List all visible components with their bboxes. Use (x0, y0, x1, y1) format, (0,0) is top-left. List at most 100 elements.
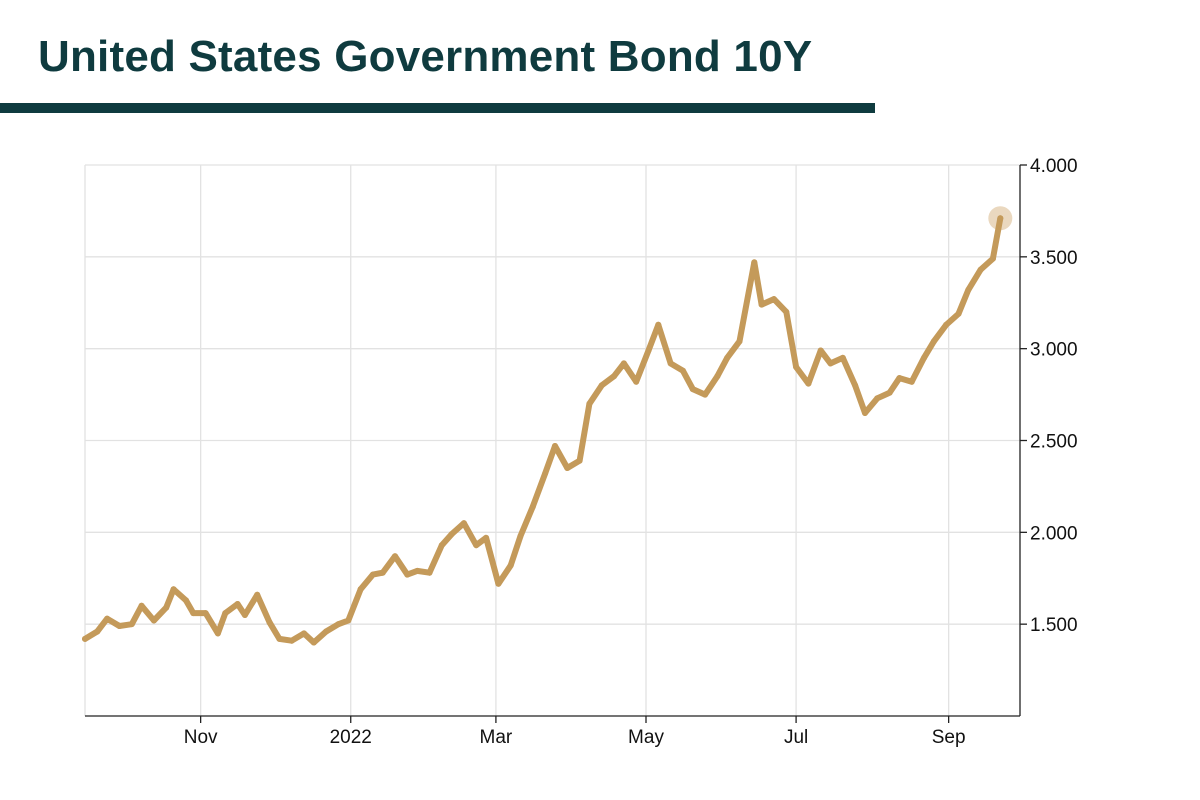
data-point (645, 347, 652, 354)
data-point (852, 382, 859, 389)
data-point (460, 520, 467, 527)
data-point (288, 637, 295, 644)
data-point (163, 604, 170, 611)
data-point (150, 617, 157, 624)
data-point (989, 255, 996, 262)
y-tick-label: 1.500 (1030, 615, 1078, 636)
data-point (586, 400, 593, 407)
data-point (517, 533, 524, 540)
data-point (921, 354, 928, 361)
data-point (369, 571, 376, 578)
data-point (551, 443, 558, 450)
data-point (138, 602, 145, 609)
data-point (392, 553, 399, 560)
data-point (689, 386, 696, 393)
data-point (702, 391, 709, 398)
data-point (598, 382, 605, 389)
data-point (266, 619, 273, 626)
data-point (323, 628, 330, 635)
data-point (805, 380, 812, 387)
data-point (874, 395, 881, 402)
data-point (770, 296, 777, 303)
data-point (667, 360, 674, 367)
series-line (82, 215, 1004, 646)
data-point (817, 347, 824, 354)
x-tick-label: May (628, 727, 664, 748)
data-point (542, 470, 549, 477)
x-axis-ticks: Nov 2022 Mar May Jul Sep (184, 716, 966, 748)
data-point (955, 310, 962, 317)
data-point (633, 378, 640, 385)
data-point (357, 586, 364, 593)
x-tick-label: Mar (480, 727, 513, 748)
y-tick-label: 2.000 (1030, 523, 1078, 544)
data-point (977, 266, 984, 273)
data-point (896, 375, 903, 382)
data-point (116, 623, 123, 630)
data-point (473, 542, 480, 549)
data-point (655, 321, 662, 328)
data-point (438, 542, 445, 549)
data-point (448, 531, 455, 538)
data-point (254, 591, 261, 598)
data-points (82, 215, 1004, 646)
data-point (128, 621, 135, 628)
x-tick-label: Jul (784, 727, 808, 748)
grid-lines (84, 164, 1020, 716)
data-point (170, 586, 177, 593)
data-point (507, 562, 514, 569)
data-point (751, 259, 758, 266)
data-point (202, 610, 209, 617)
x-tick-label: Sep (932, 727, 966, 748)
data-point (827, 360, 834, 367)
data-point (345, 617, 352, 624)
data-point (930, 338, 937, 345)
data-point (182, 597, 189, 604)
x-tick-label: 2022 (330, 727, 372, 748)
y-tick-label: 2.500 (1030, 432, 1078, 453)
y-tick-label: 4.000 (1030, 156, 1078, 177)
data-point (104, 615, 111, 622)
data-point (886, 389, 893, 396)
data-point (222, 610, 229, 617)
data-point (564, 465, 571, 472)
data-point (724, 354, 731, 361)
data-point (529, 503, 536, 510)
data-point (190, 610, 197, 617)
data-point (94, 628, 101, 635)
data-point (861, 409, 868, 416)
data-point (965, 286, 972, 293)
data-point (620, 360, 627, 367)
title-underline (0, 103, 875, 113)
data-point (997, 215, 1004, 222)
data-point (414, 567, 421, 574)
y-tick-label: 3.500 (1030, 248, 1078, 269)
data-point (335, 621, 342, 628)
data-point (839, 354, 846, 361)
data-point (758, 301, 765, 308)
data-point (943, 321, 950, 328)
data-point (82, 635, 88, 642)
data-point (310, 639, 317, 646)
data-point (908, 378, 915, 385)
data-point (214, 630, 221, 637)
x-tick-label: Nov (184, 727, 218, 748)
data-point (611, 373, 618, 380)
y-axis-ticks: 1.500 2.000 2.500 3.000 3.500 4.000 (1020, 156, 1078, 636)
data-point (495, 580, 502, 587)
data-point (300, 630, 307, 637)
data-point (736, 338, 743, 345)
data-point (793, 364, 800, 371)
data-point (404, 571, 411, 578)
data-point (234, 600, 241, 607)
data-point (576, 457, 583, 464)
y-tick-label: 3.000 (1030, 340, 1078, 361)
data-point (783, 308, 790, 315)
data-point (276, 635, 283, 642)
chart-title: United States Government Bond 10Y (38, 32, 813, 81)
data-point (379, 569, 386, 576)
data-point (483, 534, 490, 541)
data-point (241, 611, 248, 618)
data-point (714, 373, 721, 380)
